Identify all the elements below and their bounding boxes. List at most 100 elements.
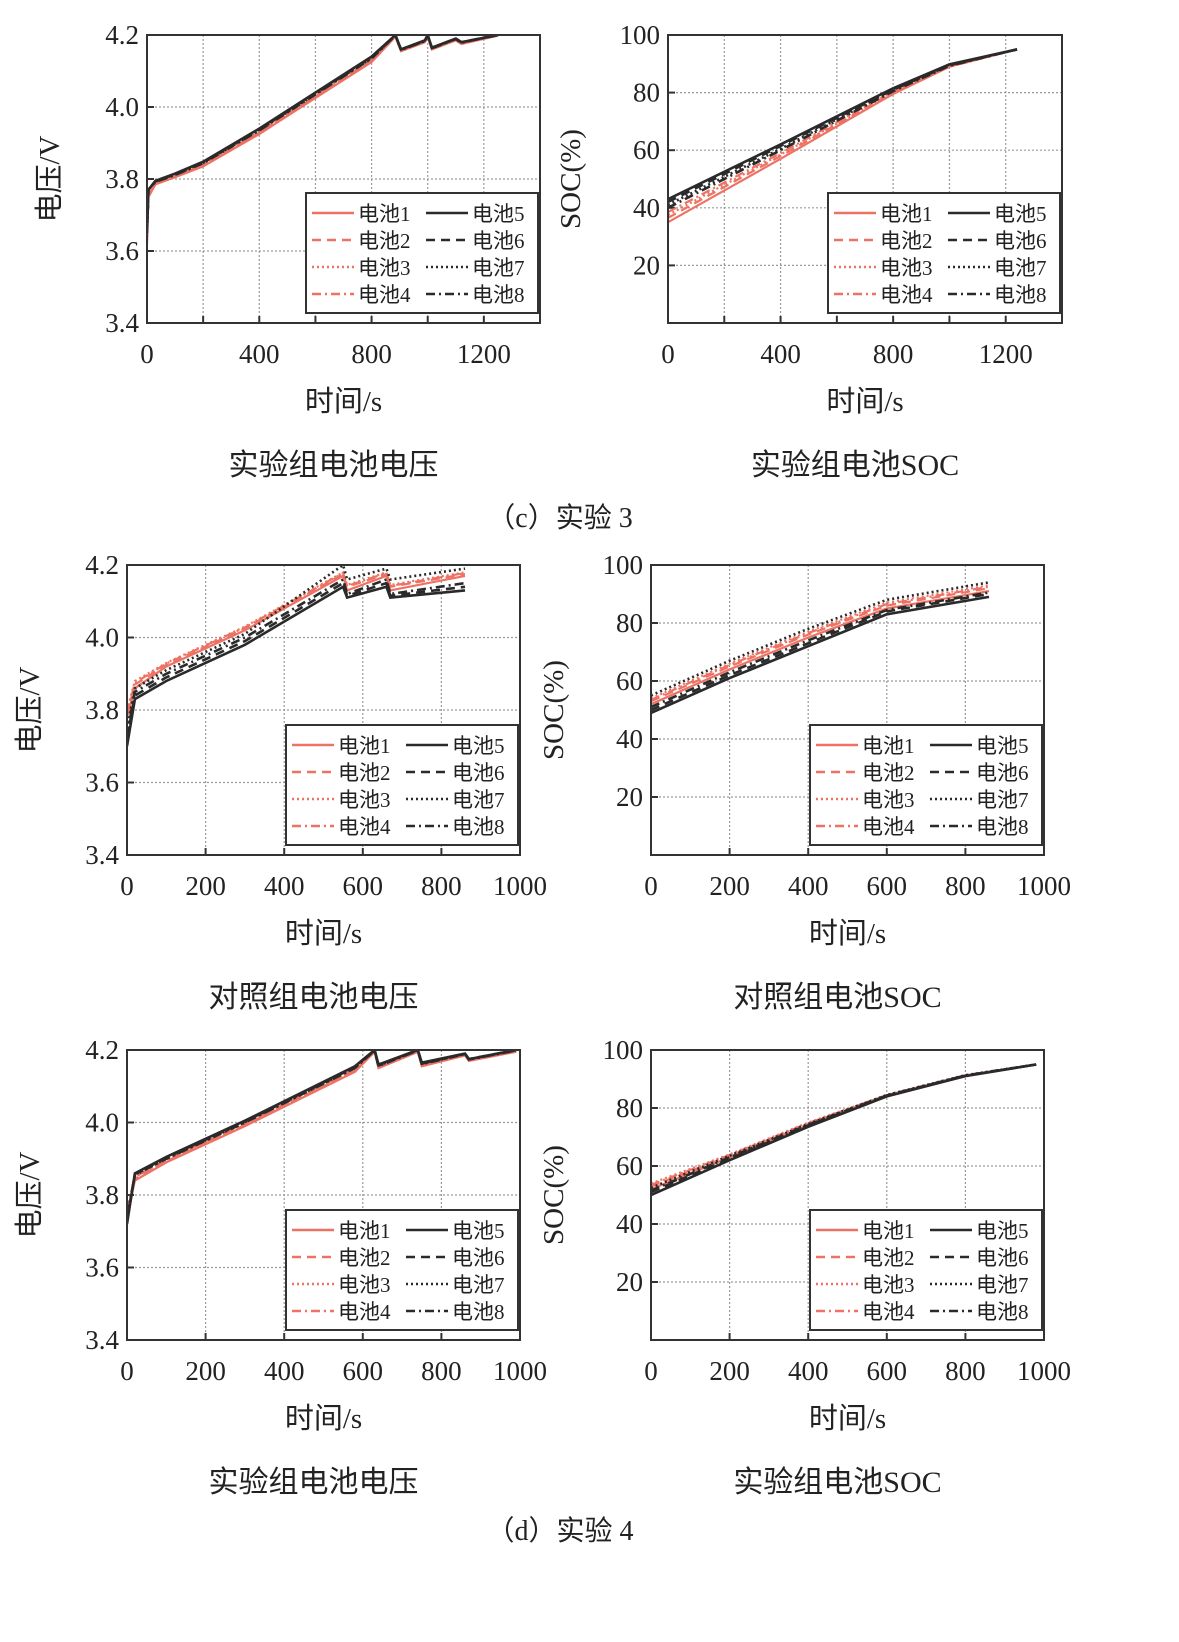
- y-axis-label: SOC(%): [538, 1145, 570, 1245]
- legend-label-battery-1: 电池1: [358, 202, 411, 226]
- y-tick-label: 3.6: [105, 236, 139, 266]
- y-tick-label: 3.8: [85, 1180, 119, 1210]
- legend: 电池1 电池2 电池3 电池4 电池5 电池6 电池7 电池8: [827, 192, 1061, 314]
- legend-label-battery-7: 电池7: [976, 1273, 1029, 1297]
- x-tick-label: 1000: [493, 1356, 547, 1386]
- legend-label-battery-2: 电池2: [338, 761, 391, 785]
- y-tick-label: 4.0: [105, 92, 139, 122]
- y-tick-label: 100: [620, 20, 661, 50]
- legend-label-battery-5: 电池5: [976, 1219, 1029, 1243]
- series-line-battery-8: [668, 48, 1018, 209]
- series-line-battery-7: [127, 565, 466, 729]
- legend-label-battery-2: 电池2: [338, 1246, 391, 1270]
- legend: 电池1 电池2 电池3 电池4 电池5 电池6 电池7 电池8: [285, 724, 519, 846]
- series-line-battery-8: [147, 35, 499, 234]
- legend-label-battery-4: 电池4: [338, 815, 391, 839]
- legend-label-battery-3: 电池3: [880, 256, 933, 280]
- x-tick-label: 1000: [493, 871, 547, 901]
- x-tick-label: 200: [709, 871, 750, 901]
- y-tick-label: 3.4: [105, 308, 139, 338]
- legend-label-battery-8: 电池8: [976, 1300, 1029, 1324]
- legend-label-battery-3: 电池3: [338, 1273, 391, 1297]
- y-tick-label: 4.2: [105, 20, 139, 50]
- x-tick-label: 1200: [979, 339, 1033, 369]
- x-tick-label: 400: [264, 1356, 305, 1386]
- legend-label-battery-6: 电池6: [976, 761, 1029, 785]
- x-tick-label: 0: [120, 871, 134, 901]
- y-tick-label: 3.4: [85, 1325, 119, 1355]
- legend-label-battery-3: 电池3: [338, 788, 391, 812]
- series-line-battery-4: [127, 1050, 517, 1210]
- legend-label-battery-5: 电池5: [452, 734, 505, 758]
- caption-experiment-4: （d）实验 4: [486, 1515, 633, 1547]
- legend-label-battery-1: 电池1: [862, 1219, 915, 1243]
- series-line-battery-8: [127, 577, 466, 736]
- x-tick-label: 200: [185, 1356, 226, 1386]
- x-tick-label: 200: [185, 871, 226, 901]
- legend-label-battery-5: 电池5: [994, 202, 1047, 226]
- plot-frame: [667, 34, 1063, 324]
- x-tick-label: 0: [644, 871, 658, 901]
- legend-label-battery-4: 电池4: [338, 1300, 391, 1324]
- legend-label-battery-1: 电池1: [862, 734, 915, 758]
- legend-label-battery-6: 电池6: [994, 229, 1047, 253]
- legend-label-battery-7: 电池7: [976, 788, 1029, 812]
- x-tick-label: 400: [264, 871, 305, 901]
- series-line-battery-4: [668, 48, 1018, 214]
- legend-label-battery-5: 电池5: [976, 734, 1029, 758]
- series-line-battery-5: [651, 595, 990, 715]
- y-tick-label: 100: [603, 550, 644, 580]
- series-line-battery-3: [127, 570, 466, 711]
- chart-panel-1: 3.43.63.84.04.20 400 800 1200电池1电池2电池3电池4电池…: [33, 20, 541, 482]
- x-tick-label: 800: [945, 871, 986, 901]
- series-line-battery-2: [651, 587, 990, 703]
- y-tick-label: 100: [603, 1035, 644, 1065]
- legend: 电池1 电池2 电池3 电池4 电池5 电池6 电池7 电池8: [809, 1209, 1043, 1331]
- series-line-battery-3: [651, 584, 990, 700]
- series-line-battery-5: [651, 1063, 1037, 1197]
- legend-label-battery-5: 电池5: [452, 1219, 505, 1243]
- legend: 电池1 电池2 电池3 电池4 电池5 电池6 电池7 电池8: [305, 192, 539, 314]
- series-line-battery-6: [668, 48, 1018, 204]
- series-line-battery-3: [127, 1050, 517, 1214]
- x-tick-label: 0: [661, 339, 675, 369]
- series-line-battery-8: [651, 591, 990, 709]
- series-line-battery-6: [651, 1063, 1037, 1194]
- x-tick-label: 0: [644, 1356, 658, 1386]
- legend-label-battery-3: 电池3: [862, 788, 915, 812]
- legend-label-battery-7: 电池7: [472, 256, 525, 280]
- y-tick-label: 4.2: [85, 550, 119, 580]
- x-axis-label: 时间/s: [826, 385, 903, 418]
- legend-label-battery-8: 电池8: [472, 283, 525, 307]
- series-line-battery-7: [127, 1050, 517, 1218]
- x-tick-label: 400: [239, 339, 280, 369]
- legend-label-battery-3: 电池3: [358, 256, 411, 280]
- series-line-battery-4: [651, 585, 990, 701]
- x-tick-label: 400: [788, 1356, 829, 1386]
- series-line-battery-1: [651, 590, 990, 706]
- series-line-battery-7: [147, 35, 499, 234]
- chart-title: 实验组电池电压: [229, 449, 439, 482]
- legend-label-battery-1: 电池1: [338, 734, 391, 758]
- x-tick-label: 400: [760, 339, 801, 369]
- y-tick-label: 40: [616, 724, 643, 754]
- series-line-battery-6: [651, 592, 990, 712]
- x-tick-label: 600: [343, 871, 384, 901]
- plot-frame: [126, 1049, 521, 1341]
- plot-frame: [650, 564, 1045, 856]
- y-axis-label: SOC(%): [538, 660, 570, 760]
- legend-label-battery-8: 电池8: [452, 1300, 505, 1324]
- y-tick-label: 80: [616, 608, 643, 638]
- legend-label-battery-5: 电池5: [472, 202, 525, 226]
- y-tick-label: 60: [616, 1151, 643, 1181]
- legend-label-battery-4: 电池4: [862, 1300, 915, 1324]
- x-axis-label: 时间/s: [809, 1402, 886, 1435]
- x-tick-label: 800: [945, 1356, 986, 1386]
- series-line-battery-5: [127, 1050, 517, 1225]
- y-tick-label: 4.0: [85, 1108, 119, 1138]
- series-line-battery-2: [127, 1050, 517, 1214]
- series-line-battery-3: [668, 48, 1018, 216]
- x-axis-label: 时间/s: [305, 385, 382, 418]
- legend-label-battery-2: 电池2: [358, 229, 411, 253]
